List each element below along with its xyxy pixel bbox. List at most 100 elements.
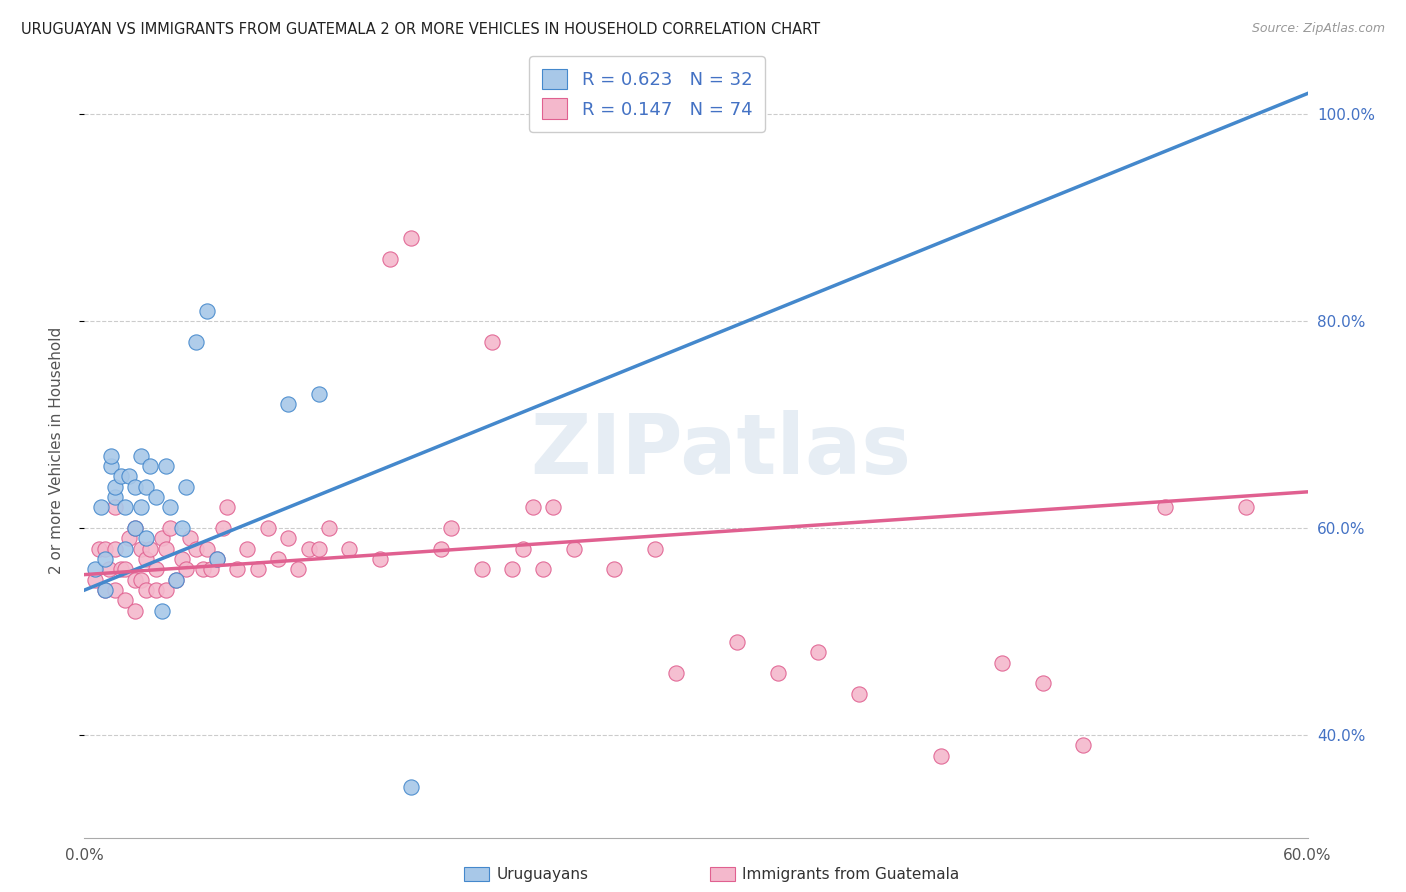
Point — [991, 656, 1014, 670]
Point — [172, 552, 194, 566]
Text: Immigrants from Guatemala: Immigrants from Guatemala — [742, 867, 960, 881]
Point — [104, 490, 127, 504]
Point — [145, 562, 167, 576]
Point — [93, 541, 115, 556]
Point — [430, 541, 453, 556]
Point — [257, 521, 280, 535]
Point — [145, 490, 167, 504]
Point — [83, 573, 105, 587]
Point — [100, 449, 122, 463]
Point — [124, 521, 146, 535]
Point — [522, 500, 544, 515]
Point — [114, 500, 136, 515]
Point — [217, 500, 239, 515]
Point — [135, 552, 157, 566]
Point — [440, 521, 463, 535]
Point — [114, 593, 136, 607]
Point — [807, 645, 830, 659]
Point — [848, 687, 870, 701]
Point — [1032, 676, 1054, 690]
Point — [110, 562, 132, 576]
Point — [531, 562, 554, 576]
Y-axis label: 2 or more Vehicles in Household: 2 or more Vehicles in Household — [49, 326, 63, 574]
Point — [186, 541, 208, 556]
Point — [138, 541, 160, 556]
Point — [159, 500, 181, 515]
Point — [93, 583, 115, 598]
Point — [90, 500, 112, 515]
Point — [124, 480, 146, 494]
Point — [1154, 500, 1177, 515]
Point — [155, 583, 177, 598]
Point — [929, 748, 952, 763]
Point — [512, 541, 534, 556]
Text: URUGUAYAN VS IMMIGRANTS FROM GUATEMALA 2 OR MORE VEHICLES IN HOUSEHOLD CORRELATI: URUGUAYAN VS IMMIGRANTS FROM GUATEMALA 2… — [21, 22, 820, 37]
Point — [93, 583, 115, 598]
Point — [399, 231, 422, 245]
Point — [665, 665, 688, 680]
Point — [277, 397, 299, 411]
Point — [131, 541, 153, 556]
Point — [725, 635, 748, 649]
Point — [186, 334, 208, 349]
Point — [135, 532, 157, 546]
Point — [124, 521, 146, 535]
Point — [83, 562, 105, 576]
Point — [277, 532, 299, 546]
Text: Source: ZipAtlas.com: Source: ZipAtlas.com — [1251, 22, 1385, 36]
Point — [481, 334, 503, 349]
Point — [104, 541, 127, 556]
Point — [308, 386, 330, 401]
Point — [236, 541, 259, 556]
Point — [114, 541, 136, 556]
Point — [191, 562, 214, 576]
Point — [766, 665, 789, 680]
Point — [205, 552, 228, 566]
Point — [135, 583, 157, 598]
Point — [502, 562, 524, 576]
Point — [150, 604, 173, 618]
Text: Uruguayans: Uruguayans — [496, 867, 588, 881]
Point — [138, 458, 160, 473]
Point — [318, 521, 340, 535]
Point — [97, 562, 120, 576]
Point — [124, 604, 146, 618]
Point — [104, 500, 127, 515]
Point — [308, 541, 330, 556]
Point — [118, 532, 141, 546]
Point — [205, 552, 228, 566]
Point — [172, 521, 194, 535]
Point — [155, 458, 177, 473]
Point — [267, 552, 290, 566]
Point — [399, 780, 422, 794]
Point — [1236, 500, 1258, 515]
Legend: R = 0.623   N = 32, R = 0.147   N = 74: R = 0.623 N = 32, R = 0.147 N = 74 — [529, 56, 765, 132]
Point — [644, 541, 666, 556]
Point — [145, 583, 167, 598]
Point — [100, 458, 122, 473]
Point — [104, 480, 127, 494]
Point — [200, 562, 222, 576]
Point — [298, 541, 321, 556]
Point — [124, 573, 146, 587]
Point — [195, 541, 218, 556]
Point — [226, 562, 249, 576]
Point — [287, 562, 309, 576]
Point — [87, 541, 110, 556]
Point — [131, 500, 153, 515]
Point — [1073, 739, 1095, 753]
Point — [104, 583, 127, 598]
Point — [165, 573, 187, 587]
Point — [543, 500, 565, 515]
Point — [212, 521, 235, 535]
Point — [179, 532, 201, 546]
Point — [165, 573, 187, 587]
Point — [246, 562, 269, 576]
Point — [174, 562, 197, 576]
Point — [110, 469, 132, 483]
Point — [131, 573, 153, 587]
Point — [135, 480, 157, 494]
Point — [114, 562, 136, 576]
Point — [471, 562, 494, 576]
Point — [155, 541, 177, 556]
